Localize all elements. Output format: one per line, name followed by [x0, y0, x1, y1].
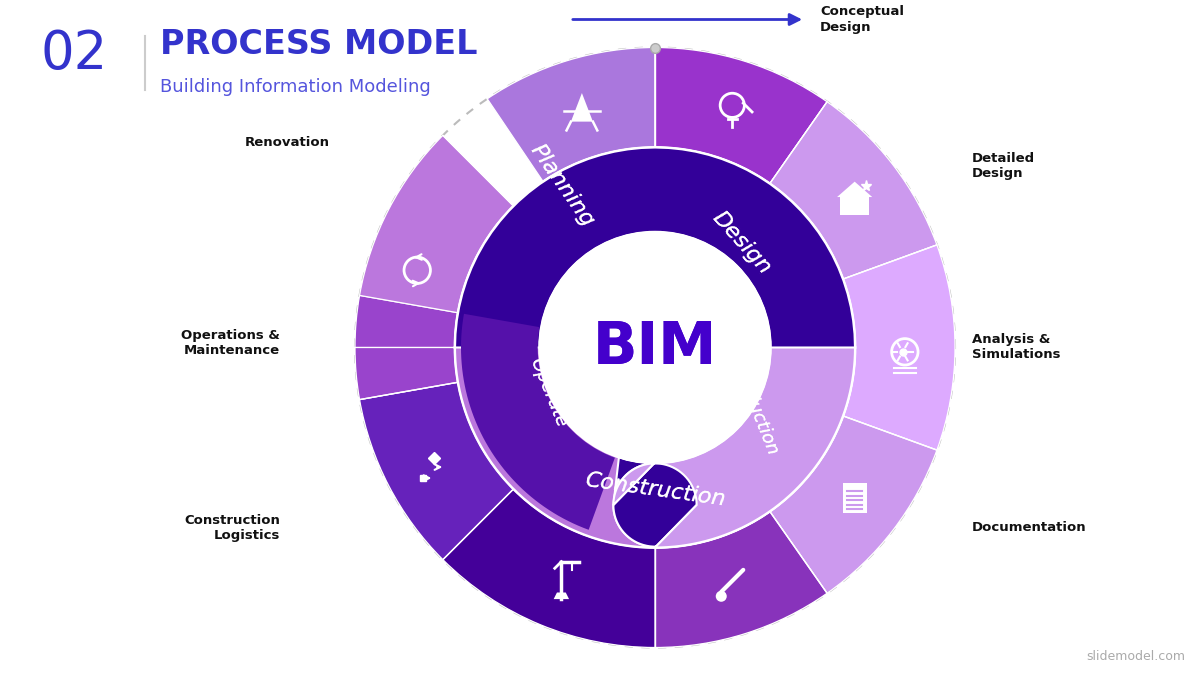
Text: slidemodel.com: slidemodel.com: [1086, 649, 1186, 662]
Polygon shape: [455, 148, 854, 547]
Text: Construction: Construction: [583, 470, 726, 509]
Polygon shape: [482, 155, 506, 171]
Text: Analysis &
Simulations: Analysis & Simulations: [972, 333, 1061, 362]
Text: PROCESS MODEL: PROCESS MODEL: [160, 28, 478, 61]
Text: Operate: Operate: [526, 355, 570, 430]
Wedge shape: [487, 47, 655, 182]
Polygon shape: [479, 142, 510, 155]
Circle shape: [540, 232, 770, 462]
Polygon shape: [838, 182, 872, 197]
Text: Construction: Construction: [583, 470, 726, 509]
Wedge shape: [769, 102, 937, 279]
Wedge shape: [655, 148, 854, 348]
Wedge shape: [455, 148, 655, 348]
Text: Design: Design: [709, 207, 775, 277]
Text: Conceptual
Design: Conceptual Design: [820, 5, 904, 34]
Text: Operate: Operate: [526, 355, 570, 430]
Circle shape: [540, 232, 770, 462]
Polygon shape: [840, 197, 869, 215]
Wedge shape: [655, 47, 827, 184]
Text: 02: 02: [40, 28, 107, 80]
Text: Documentation: Documentation: [972, 521, 1087, 534]
Polygon shape: [455, 148, 697, 547]
Wedge shape: [769, 416, 937, 593]
Text: Design: Design: [709, 207, 775, 277]
Circle shape: [715, 591, 727, 602]
Wedge shape: [355, 348, 458, 400]
Polygon shape: [613, 148, 854, 547]
Text: Detailed
Design: Detailed Design: [972, 151, 1036, 180]
Wedge shape: [655, 348, 854, 547]
Wedge shape: [655, 512, 827, 647]
Text: Planning: Planning: [527, 140, 598, 230]
Polygon shape: [461, 314, 614, 530]
Text: Building Information Modeling: Building Information Modeling: [160, 78, 431, 95]
Wedge shape: [443, 489, 655, 647]
Text: Production: Production: [728, 362, 781, 458]
Polygon shape: [553, 593, 569, 599]
Text: BIM: BIM: [593, 319, 718, 376]
Wedge shape: [360, 382, 514, 560]
Text: Planning: Planning: [527, 140, 598, 230]
Text: Renovation: Renovation: [245, 136, 330, 149]
Polygon shape: [842, 483, 866, 514]
Text: Construction
Logistics: Construction Logistics: [184, 514, 280, 541]
Text: Production: Production: [728, 362, 781, 458]
Text: Operations &
Maintenance: Operations & Maintenance: [181, 329, 280, 356]
Wedge shape: [455, 348, 655, 547]
Wedge shape: [842, 245, 955, 450]
Text: BIM: BIM: [593, 319, 718, 376]
Polygon shape: [613, 348, 854, 547]
Wedge shape: [360, 136, 514, 313]
Wedge shape: [355, 296, 458, 348]
Polygon shape: [571, 93, 593, 122]
Circle shape: [455, 148, 854, 547]
